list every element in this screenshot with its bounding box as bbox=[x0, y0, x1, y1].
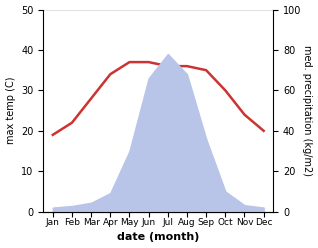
X-axis label: date (month): date (month) bbox=[117, 232, 199, 243]
Y-axis label: max temp (C): max temp (C) bbox=[5, 77, 16, 144]
Y-axis label: med. precipitation (kg/m2): med. precipitation (kg/m2) bbox=[302, 45, 313, 176]
